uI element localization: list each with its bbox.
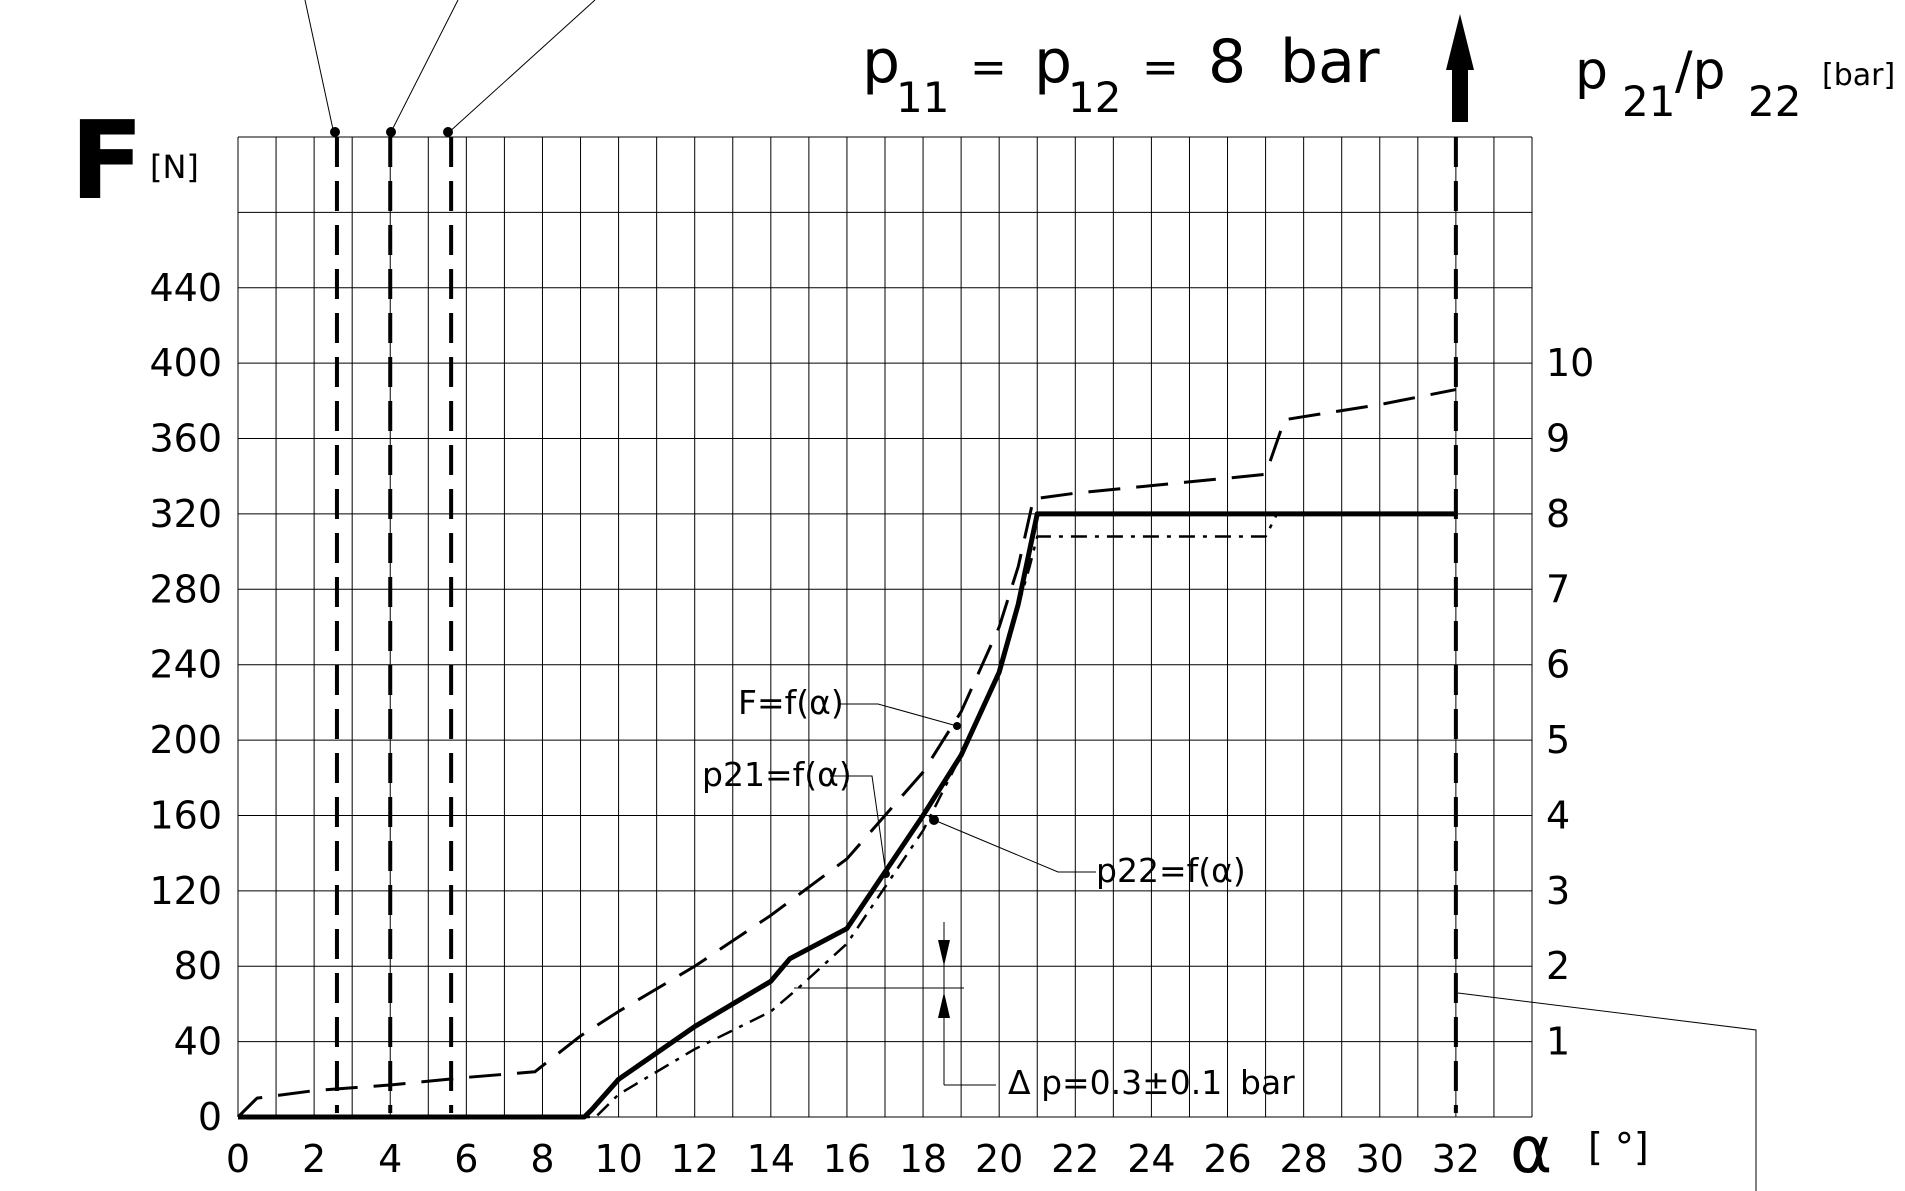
svg-text:p22=f(α): p22=f(α) [1096,851,1246,890]
x-tick-label: 22 [1051,1137,1099,1181]
x-tick-label: 26 [1203,1137,1251,1181]
series-line-2 [238,511,1456,1120]
y-left-tick-label: 80 [174,944,222,988]
y-right-tick-label: 3 [1546,869,1570,913]
svg-text:p21=f(α): p21=f(α) [702,755,852,794]
x-tick-label: 18 [899,1137,947,1181]
grid [237,136,1533,1118]
left-axis-label: F [N] [70,99,199,224]
svg-text:F=f(α): F=f(α) [738,683,844,722]
y-left-tick-label: 440 [149,266,222,310]
y-right-tick-label: 4 [1546,793,1570,837]
x-tick-label: 28 [1279,1137,1327,1181]
top-leader-dots [330,127,453,137]
y-left-tick-label: 320 [149,492,222,536]
series-group [236,388,1457,1120]
x-tick-label: 16 [823,1137,871,1181]
delta-p-annotation: Δ p=0.3±0.1 bar [794,922,1295,1102]
y-left-tick-label: 160 [149,793,222,837]
svg-text:[ °]: [ °] [1588,1125,1649,1169]
x-tick-label: 10 [594,1137,642,1181]
y-left-tick-label: 40 [174,1020,222,1064]
y-left-tick-label: 400 [149,341,222,385]
svg-text:α: α [1510,1114,1552,1188]
series-line-3 [238,512,1456,1119]
y-right-tick-label: 6 [1546,643,1570,687]
bottom-right-leader [1457,992,1757,1191]
svg-text:/p: /p [1675,41,1726,101]
x-tick-label: 14 [747,1137,795,1181]
y-left-tick-label: 360 [149,417,222,461]
title-eq1: = [970,42,1007,93]
y-left-tick-label: 0 [198,1095,222,1139]
annotation-p21: p21=f(α) [702,755,890,878]
svg-text:[bar]: [bar] [1822,58,1895,93]
annotation-p22: p22=f(α) [929,815,1246,890]
y-right-tick-label: 1 [1546,1020,1570,1064]
y-right-tick-label: 2 [1546,944,1570,988]
x-tick-label: 20 [975,1137,1023,1181]
x-tick-label: 12 [671,1137,719,1181]
right-axis-label: p 21 /p 22 [bar] [1575,41,1895,126]
y-right-tick-label: 5 [1546,718,1570,762]
svg-text:Δ p=0.3±0.1: Δ p=0.3±0.1 [1008,1063,1222,1102]
x-tick-label: 2 [302,1137,326,1181]
annotation-f: F=f(α) [738,683,961,730]
svg-text:[N]: [N] [150,148,199,186]
x-tick-label: 8 [530,1137,554,1181]
x-tick-label: 24 [1127,1137,1175,1181]
x-tick-label: 4 [378,1137,402,1181]
x-tick-label: 30 [1356,1137,1404,1181]
title-unit: bar [1280,27,1380,97]
tick-labels: 0 2 4 6 8 10 12 14 16 18 20 22 24 26 28 30 3204080120160… [149,266,1594,1181]
chart-title: p 11 = p 12 = 8 bar [862,27,1380,122]
top-leader-lines [304,0,596,135]
series-line-1 [236,388,1457,1119]
title-p11-sub: 11 [896,73,949,122]
series-annotations: F=f(α) p21=f(α) p22=f(α) [702,683,1246,890]
svg-text:bar: bar [1240,1063,1295,1102]
y-left-tick-label: 240 [149,643,222,687]
y-left-tick-label: 200 [149,718,222,762]
title-p12: p [1034,27,1072,97]
title-p12-sub: 12 [1068,73,1121,122]
y-left-tick-label: 120 [149,869,222,913]
y-right-tick-label: 7 [1546,567,1570,611]
x-tick-label: 0 [226,1137,250,1181]
svg-text:F: F [70,99,144,224]
title-eq2: = [1142,42,1179,93]
up-arrow-icon [1446,14,1474,122]
y-right-tick-label: 9 [1546,417,1570,461]
svg-text:p: p [1575,41,1608,101]
y-left-tick-label: 280 [149,567,222,611]
y-right-tick-label: 8 [1546,492,1570,536]
x-axis-label: α [ °] [1510,1114,1649,1188]
y-right-tick-label: 10 [1546,341,1594,385]
svg-text:21: 21 [1622,77,1675,126]
vertical-markers [334,137,1458,1113]
x-tick-label: 6 [454,1137,478,1181]
title-value: 8 [1208,27,1246,97]
x-tick-label: 32 [1432,1137,1480,1181]
svg-text:22: 22 [1748,77,1801,126]
title-p11: p [862,27,900,97]
